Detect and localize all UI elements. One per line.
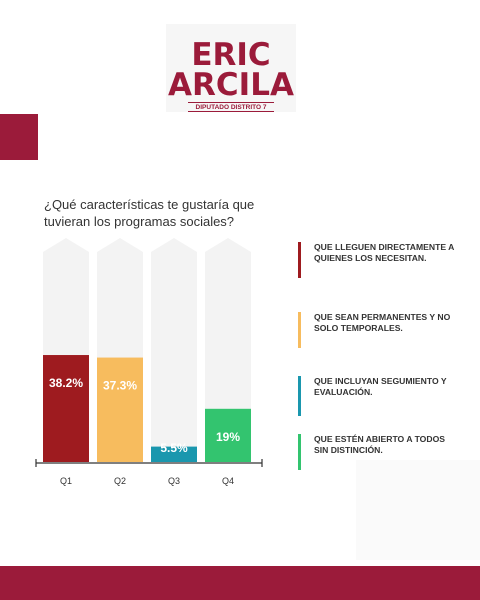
legend-item-q2: QUE SEAN PERMANENTES Y NO SOLO TEMPORALE… <box>298 312 458 348</box>
x-tick-q1: Q1 <box>60 476 72 486</box>
logo-subtitle: DIPUTADO DISTRITO 7 <box>188 102 274 112</box>
bar-value-q1: 38.2% <box>49 376 83 390</box>
bar-track-q3 <box>151 238 197 462</box>
x-tick-q3: Q3 <box>168 476 180 486</box>
bar-value-q3: 5.5% <box>160 441 188 455</box>
x-tick-q4: Q4 <box>222 476 234 486</box>
legend-label-q4: QUE ESTÉN ABIERTO A TODOS SIN DISTINCIÓN… <box>314 434 445 455</box>
legend-item-q3: QUE INCLUYAN SEGUMIENTO Y EVALUACIÓN. <box>298 376 458 416</box>
legend-swatch-q4 <box>298 434 301 470</box>
chart-question: ¿Qué características te gustaría que tuv… <box>44 197 255 229</box>
decorative-square <box>0 114 38 160</box>
bar-q1 <box>43 355 89 462</box>
legend-label-q2: QUE SEAN PERMANENTES Y NO SOLO TEMPORALE… <box>314 312 451 333</box>
bar-chart: 38.2% Q1 37.3% Q2 5.5% Q3 19% Q4 <box>35 238 263 486</box>
bar-q3 <box>151 446 197 462</box>
background-panel <box>356 460 480 560</box>
legend-item-q1: QUE LLEGUEN DIRECTAMENTE A QUIENES LOS N… <box>298 242 458 278</box>
legend-label-q3: QUE INCLUYAN SEGUMIENTO Y EVALUACIÓN. <box>314 376 447 397</box>
bar-value-q4: 19% <box>216 430 240 444</box>
legend-item-q4: QUE ESTÉN ABIERTO A TODOS SIN DISTINCIÓN… <box>298 434 458 470</box>
x-tick-q2: Q2 <box>114 476 126 486</box>
logo: ERIC ARCILA DIPUTADO DISTRITO 7 <box>166 24 296 112</box>
bar-q4 <box>205 408 251 462</box>
bar-value-q2: 37.3% <box>103 379 137 393</box>
legend-label-q1: QUE LLEGUEN DIRECTAMENTE A QUIENES LOS N… <box>314 242 455 263</box>
legend-swatch-q1 <box>298 242 301 278</box>
footer-band <box>0 566 480 600</box>
legend-swatch-q2 <box>298 312 301 348</box>
bar-q2 <box>97 357 143 462</box>
logo-name-first: ERIC <box>191 37 271 73</box>
logo-name-last: ARCILA <box>168 67 294 103</box>
bar-track-q4 <box>205 238 251 462</box>
legend-swatch-q3 <box>298 376 301 416</box>
